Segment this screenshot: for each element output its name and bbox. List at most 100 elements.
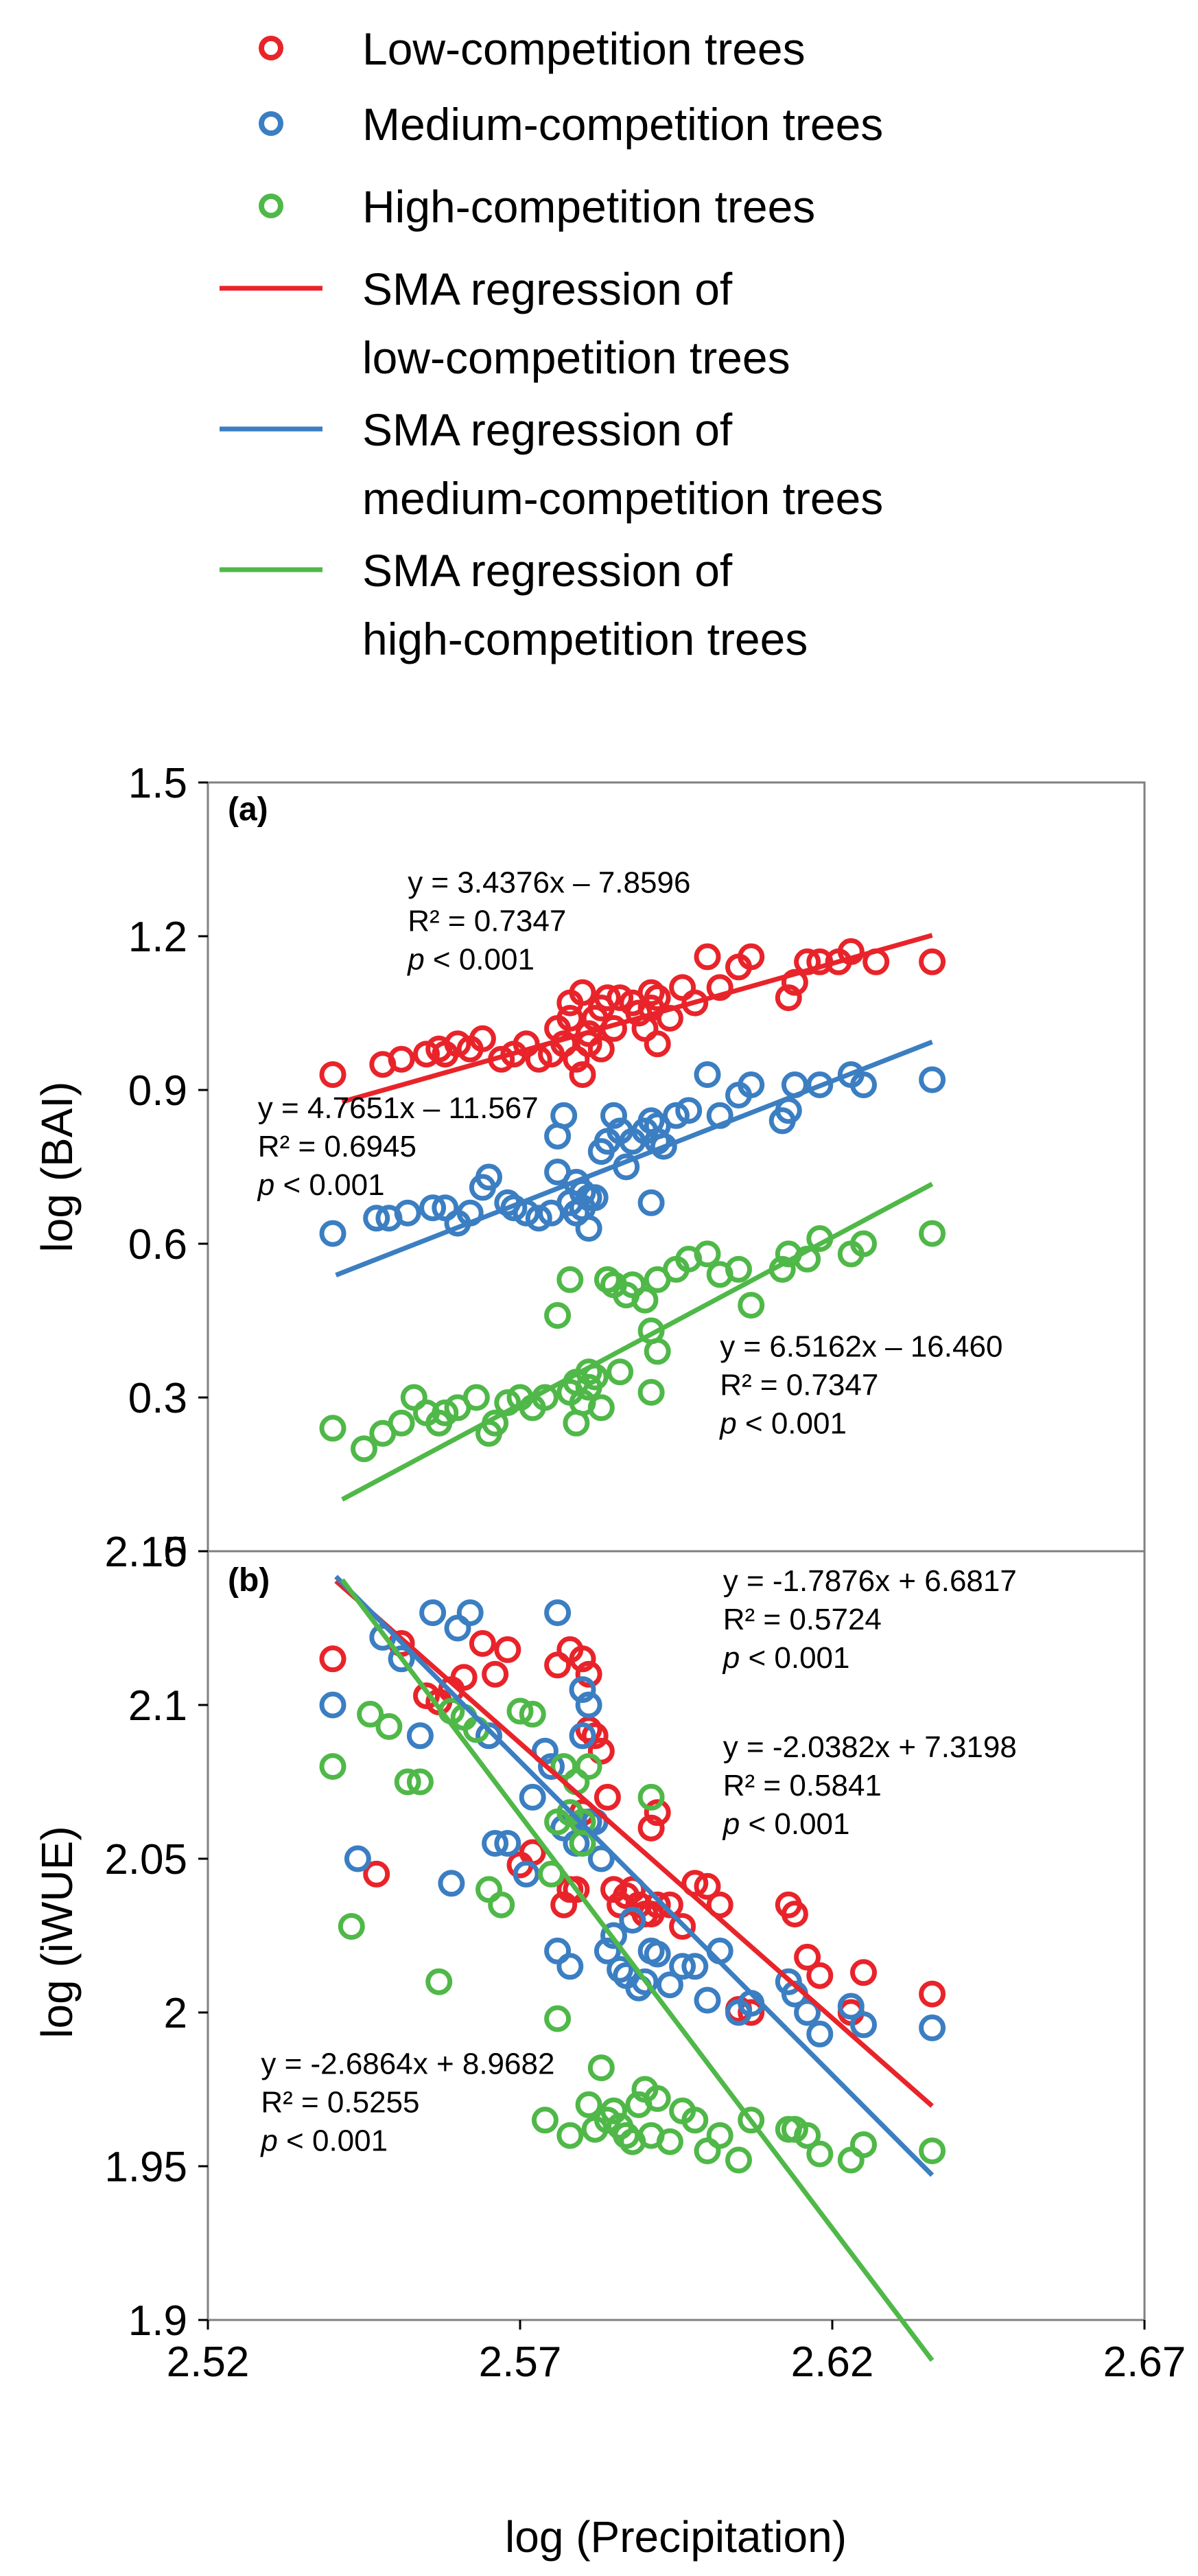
regression-line-high: [340, 1578, 935, 2363]
legend-item: Medium-competition trees: [259, 99, 883, 150]
data-point: [413, 1682, 440, 1710]
data-point: [706, 2122, 733, 2149]
data-point: [569, 1722, 596, 1750]
data-point: [669, 1953, 696, 1980]
y-tick-label: 2.05: [104, 1836, 187, 1883]
data-point: [494, 1636, 521, 1663]
data-point: [594, 984, 621, 1012]
panel-a: 0 0.3 0.6 0.9 1.2 1.5 y = 3.4376x – 7.8596 R² …: [32, 760, 1146, 1576]
data-point: [569, 979, 596, 1006]
data-point: [482, 1660, 509, 1688]
x-tick-label: 2.67: [1103, 2339, 1186, 2386]
data-point: [850, 1071, 877, 1098]
data-point: [563, 1876, 590, 1903]
data-point: [556, 1953, 584, 1980]
series-high: [319, 1220, 946, 1463]
data-point: [587, 1845, 615, 1872]
data-point: [525, 1205, 552, 1232]
data-point: [775, 984, 802, 1012]
data-point: [556, 2122, 584, 2149]
equation-annotation-low: y = 3.4376x – 7.8596 R² = 0.7347 p < 0.001: [406, 866, 690, 977]
regression-line-low: [334, 1579, 934, 2108]
data-point: [432, 1399, 459, 1426]
data-point: [594, 1783, 621, 1811]
data-point: [806, 2140, 834, 2168]
data-point: [837, 1993, 865, 2020]
data-point: [544, 1599, 572, 1627]
x-tick-label: 2.62: [791, 2339, 874, 2386]
data-point: [663, 1102, 690, 1129]
data-point: [575, 1660, 602, 1688]
annotation-line: R² = 0.7347: [408, 905, 566, 938]
data-point: [637, 1189, 665, 1216]
data-point: [637, 979, 665, 1006]
annotation-line: p < 0.001: [718, 1406, 847, 1440]
data-point: [406, 1722, 434, 1750]
data-point: [694, 1986, 721, 2014]
data-point: [919, 2137, 946, 2165]
y-tick-label: 2.1: [128, 1682, 187, 1730]
data-point: [794, 2122, 821, 2149]
legend-item: SMA regression of low-competition trees: [220, 264, 790, 383]
data-point: [806, 1071, 834, 1098]
data-point: [738, 2107, 765, 2134]
data-point: [344, 1845, 371, 1872]
panel-b-annotations: y = -1.7876x + 6.6817 R² = 0.5724 p < 0.00…: [259, 1564, 1017, 2157]
data-point: [581, 1722, 609, 1750]
data-point: [850, 2131, 877, 2159]
data-point: [613, 2122, 640, 2149]
data-point: [631, 1286, 659, 1314]
data-point: [600, 1922, 627, 1949]
data-point: [794, 1999, 821, 2026]
x-tick-label: 2.57: [479, 2339, 562, 2386]
annotation-line: y = -1.7876x + 6.6817: [723, 1564, 1017, 1598]
data-point: [694, 1872, 721, 1900]
annotation-line: p < 0.001: [406, 943, 535, 977]
data-point: [738, 1071, 765, 1098]
data-point: [637, 1814, 665, 1842]
data-point: [494, 1830, 521, 1857]
data-point: [644, 1338, 671, 1365]
data-point: [444, 1030, 471, 1058]
data-point: [544, 1302, 572, 1329]
legend-label: Low-competition trees: [362, 23, 806, 74]
data-point: [456, 1599, 484, 1627]
y-tick-label: 1.9: [128, 2297, 187, 2345]
data-point: [694, 943, 721, 971]
y-tick-label: 1.2: [128, 914, 187, 961]
legend-label: low-competition trees: [362, 332, 790, 383]
data-point: [319, 1220, 347, 1247]
panel-b-series: [319, 1575, 946, 2363]
data-point: [781, 968, 808, 996]
data-point: [587, 1394, 615, 1422]
annotation-line: y = -2.6864x + 8.9682: [261, 2047, 554, 2081]
data-point: [644, 1799, 671, 1826]
data-point: [569, 1061, 596, 1089]
data-point: [388, 1645, 415, 1673]
legend-item: SMA regression of medium-competition tree…: [220, 404, 883, 524]
data-point: [644, 984, 671, 1012]
data-point: [569, 1808, 596, 1835]
legend-item: SMA regression of high-competition trees: [220, 545, 808, 664]
series-medium: [319, 1061, 946, 1247]
data-point: [425, 1968, 453, 1995]
panel-a-annotations: y = 3.4376x – 7.8596 R² = 0.7347 p < 0.001…: [257, 866, 1003, 1441]
panel-b-x-ticks: 2.52 2.57 2.62 2.67: [167, 2320, 1186, 2386]
equation-annotation-high: y = 6.5162x – 16.460 R² = 0.7347 p < 0.001: [718, 1330, 1002, 1440]
panel-a-y-axis-label: log (BAI): [32, 1082, 82, 1253]
data-point: [631, 1968, 659, 1995]
data-point: [569, 1179, 596, 1206]
data-point: [738, 1999, 765, 2026]
data-point: [694, 1240, 721, 1268]
data-point: [587, 1035, 615, 1063]
data-point: [406, 1768, 434, 1796]
data-point: [607, 984, 634, 1012]
data-point: [488, 1891, 515, 1918]
x-axis-label: log (Precipitation): [505, 2512, 847, 2562]
series-medium: [319, 1599, 946, 2047]
panel-b-frame: [207, 1550, 1146, 2321]
legend-label: SMA regression of: [362, 545, 733, 596]
legend-label: SMA regression of: [362, 404, 733, 455]
legend-marker-icon: [259, 194, 283, 218]
